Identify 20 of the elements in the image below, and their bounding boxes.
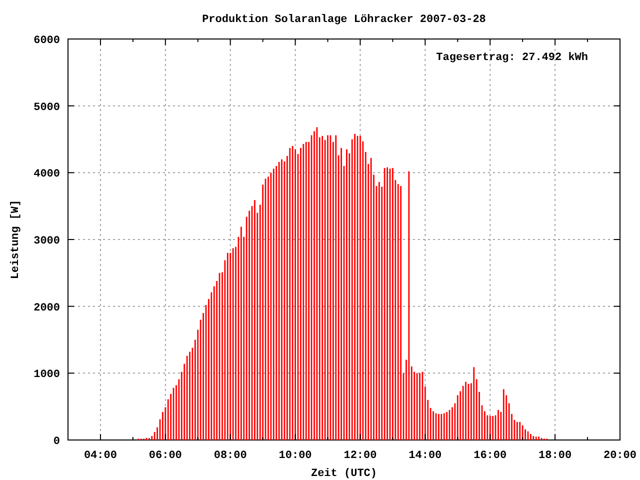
y-tick-label: 5000 xyxy=(34,102,60,114)
x-tick-label: 04:00 xyxy=(84,450,117,462)
x-tick-label: 10:00 xyxy=(278,450,312,462)
y-tick-label: 6000 xyxy=(34,35,60,47)
x-tick-label: 16:00 xyxy=(474,450,507,462)
x-tick-label: 14:00 xyxy=(408,450,442,462)
chart-title: Produktion Solaranlage Löhracker 2007-03-28 xyxy=(202,14,486,26)
x-tick-label: 06:00 xyxy=(148,450,182,462)
y-axis-title: Leistung [W] xyxy=(10,200,22,280)
y-tick-label: 4000 xyxy=(34,168,60,181)
x-tick-label: 08:00 xyxy=(214,450,247,462)
x-axis-title: Zeit (UTC) xyxy=(310,468,378,480)
x-tick-label: 12:00 xyxy=(344,450,377,462)
y-tick-label: 3000 xyxy=(34,236,60,248)
annotation: Tagesertrag: 27.492 kWh xyxy=(436,52,588,64)
y-tick-label: 0 xyxy=(53,436,60,448)
y-tick-label: 2000 xyxy=(34,302,60,314)
x-tick-label: 18:00 xyxy=(538,450,572,462)
x-tick-label: 20:00 xyxy=(603,450,637,462)
y-tick-label: 1000 xyxy=(34,369,60,382)
